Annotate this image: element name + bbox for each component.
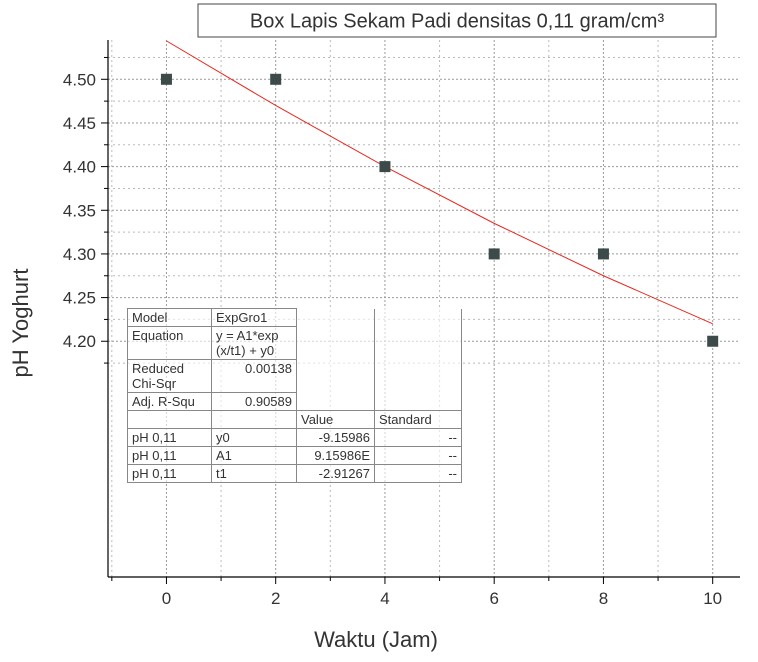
table-cell <box>211 410 297 429</box>
table-cell: Value <box>296 410 375 429</box>
table-cell <box>374 326 462 360</box>
table-cell <box>374 308 462 327</box>
y-tick-label: 4.20 <box>63 332 96 351</box>
table-cell: y0 <box>211 428 297 447</box>
data-point <box>160 73 172 85</box>
data-point <box>597 248 609 260</box>
chart-title: Box Lapis Sekam Padi densitas 0,11 gram/… <box>250 10 665 32</box>
table-cell: Standard <box>374 410 462 429</box>
table-cell <box>127 410 212 429</box>
y-tick-label: 4.35 <box>63 201 96 220</box>
x-tick-label: 4 <box>380 589 389 608</box>
y-axis-label: pH Yoghurt <box>8 269 33 378</box>
table-row: Adj. R-Squ 0.90589 <box>127 392 462 411</box>
table-cell <box>296 308 375 327</box>
table-cell: Adj. R-Squ <box>127 392 212 411</box>
table-cell: pH 0,11 <box>127 428 212 447</box>
table-row: pH 0,11 t1 -2.91267 -- <box>127 464 462 483</box>
table-row: pH 0,11 A1 9.15986E -- <box>127 446 462 465</box>
data-point <box>707 335 719 347</box>
x-tick-label: 2 <box>271 589 280 608</box>
fit-line <box>166 40 713 325</box>
x-axis-label: Waktu (Jam) <box>314 627 438 652</box>
x-tick-label: 10 <box>703 589 722 608</box>
table-cell: -- <box>374 464 462 483</box>
table-row: Value Standard <box>127 410 462 429</box>
data-point <box>379 161 391 173</box>
table-cell <box>296 392 375 411</box>
table-cell: -9.15986 <box>296 428 375 447</box>
title-box <box>197 3 717 38</box>
x-tick-label: 8 <box>599 589 608 608</box>
table-cell: y = A1*exp (x/t1) + y0 <box>211 326 297 360</box>
table-cell: 0.00138 <box>211 359 297 393</box>
table-cell: 0.90589 <box>211 392 297 411</box>
table-cell <box>374 359 462 393</box>
table-cell: 9.15986E <box>296 446 375 465</box>
data-point <box>488 248 500 260</box>
table-cell: ExpGro1 <box>211 308 297 327</box>
data-point <box>270 73 282 85</box>
y-tick-label: 4.45 <box>63 114 96 133</box>
table-row: Equation y = A1*exp (x/t1) + y0 <box>127 326 462 360</box>
fit-table: Model ExpGro1 Equation y = A1*exp (x/t1) + … <box>127 308 462 483</box>
y-tick-label: 4.25 <box>63 289 96 308</box>
table-row: Model ExpGro1 <box>127 308 462 327</box>
table-cell: Model <box>127 308 212 327</box>
y-tick-label: 4.40 <box>63 158 96 177</box>
table-cell: -- <box>374 428 462 447</box>
table-cell: pH 0,11 <box>127 446 212 465</box>
table-cell: A1 <box>211 446 297 465</box>
table-cell: Reduced Chi-Sqr <box>127 359 212 393</box>
y-tick-label: 4.50 <box>63 70 96 89</box>
table-row: Reduced Chi-Sqr 0.00138 <box>127 359 462 393</box>
table-cell: pH 0,11 <box>127 464 212 483</box>
y-tick-label: 4.30 <box>63 245 96 264</box>
table-cell: t1 <box>211 464 297 483</box>
x-tick-label: 6 <box>489 589 498 608</box>
table-cell: Equation <box>127 326 212 360</box>
table-cell: -- <box>374 446 462 465</box>
table-cell <box>296 359 375 393</box>
table-cell <box>296 326 375 360</box>
table-row: pH 0,11 y0 -9.15986 -- <box>127 428 462 447</box>
x-tick-label: 0 <box>162 589 171 608</box>
table-cell <box>374 392 462 411</box>
table-cell: -2.91267 <box>296 464 375 483</box>
